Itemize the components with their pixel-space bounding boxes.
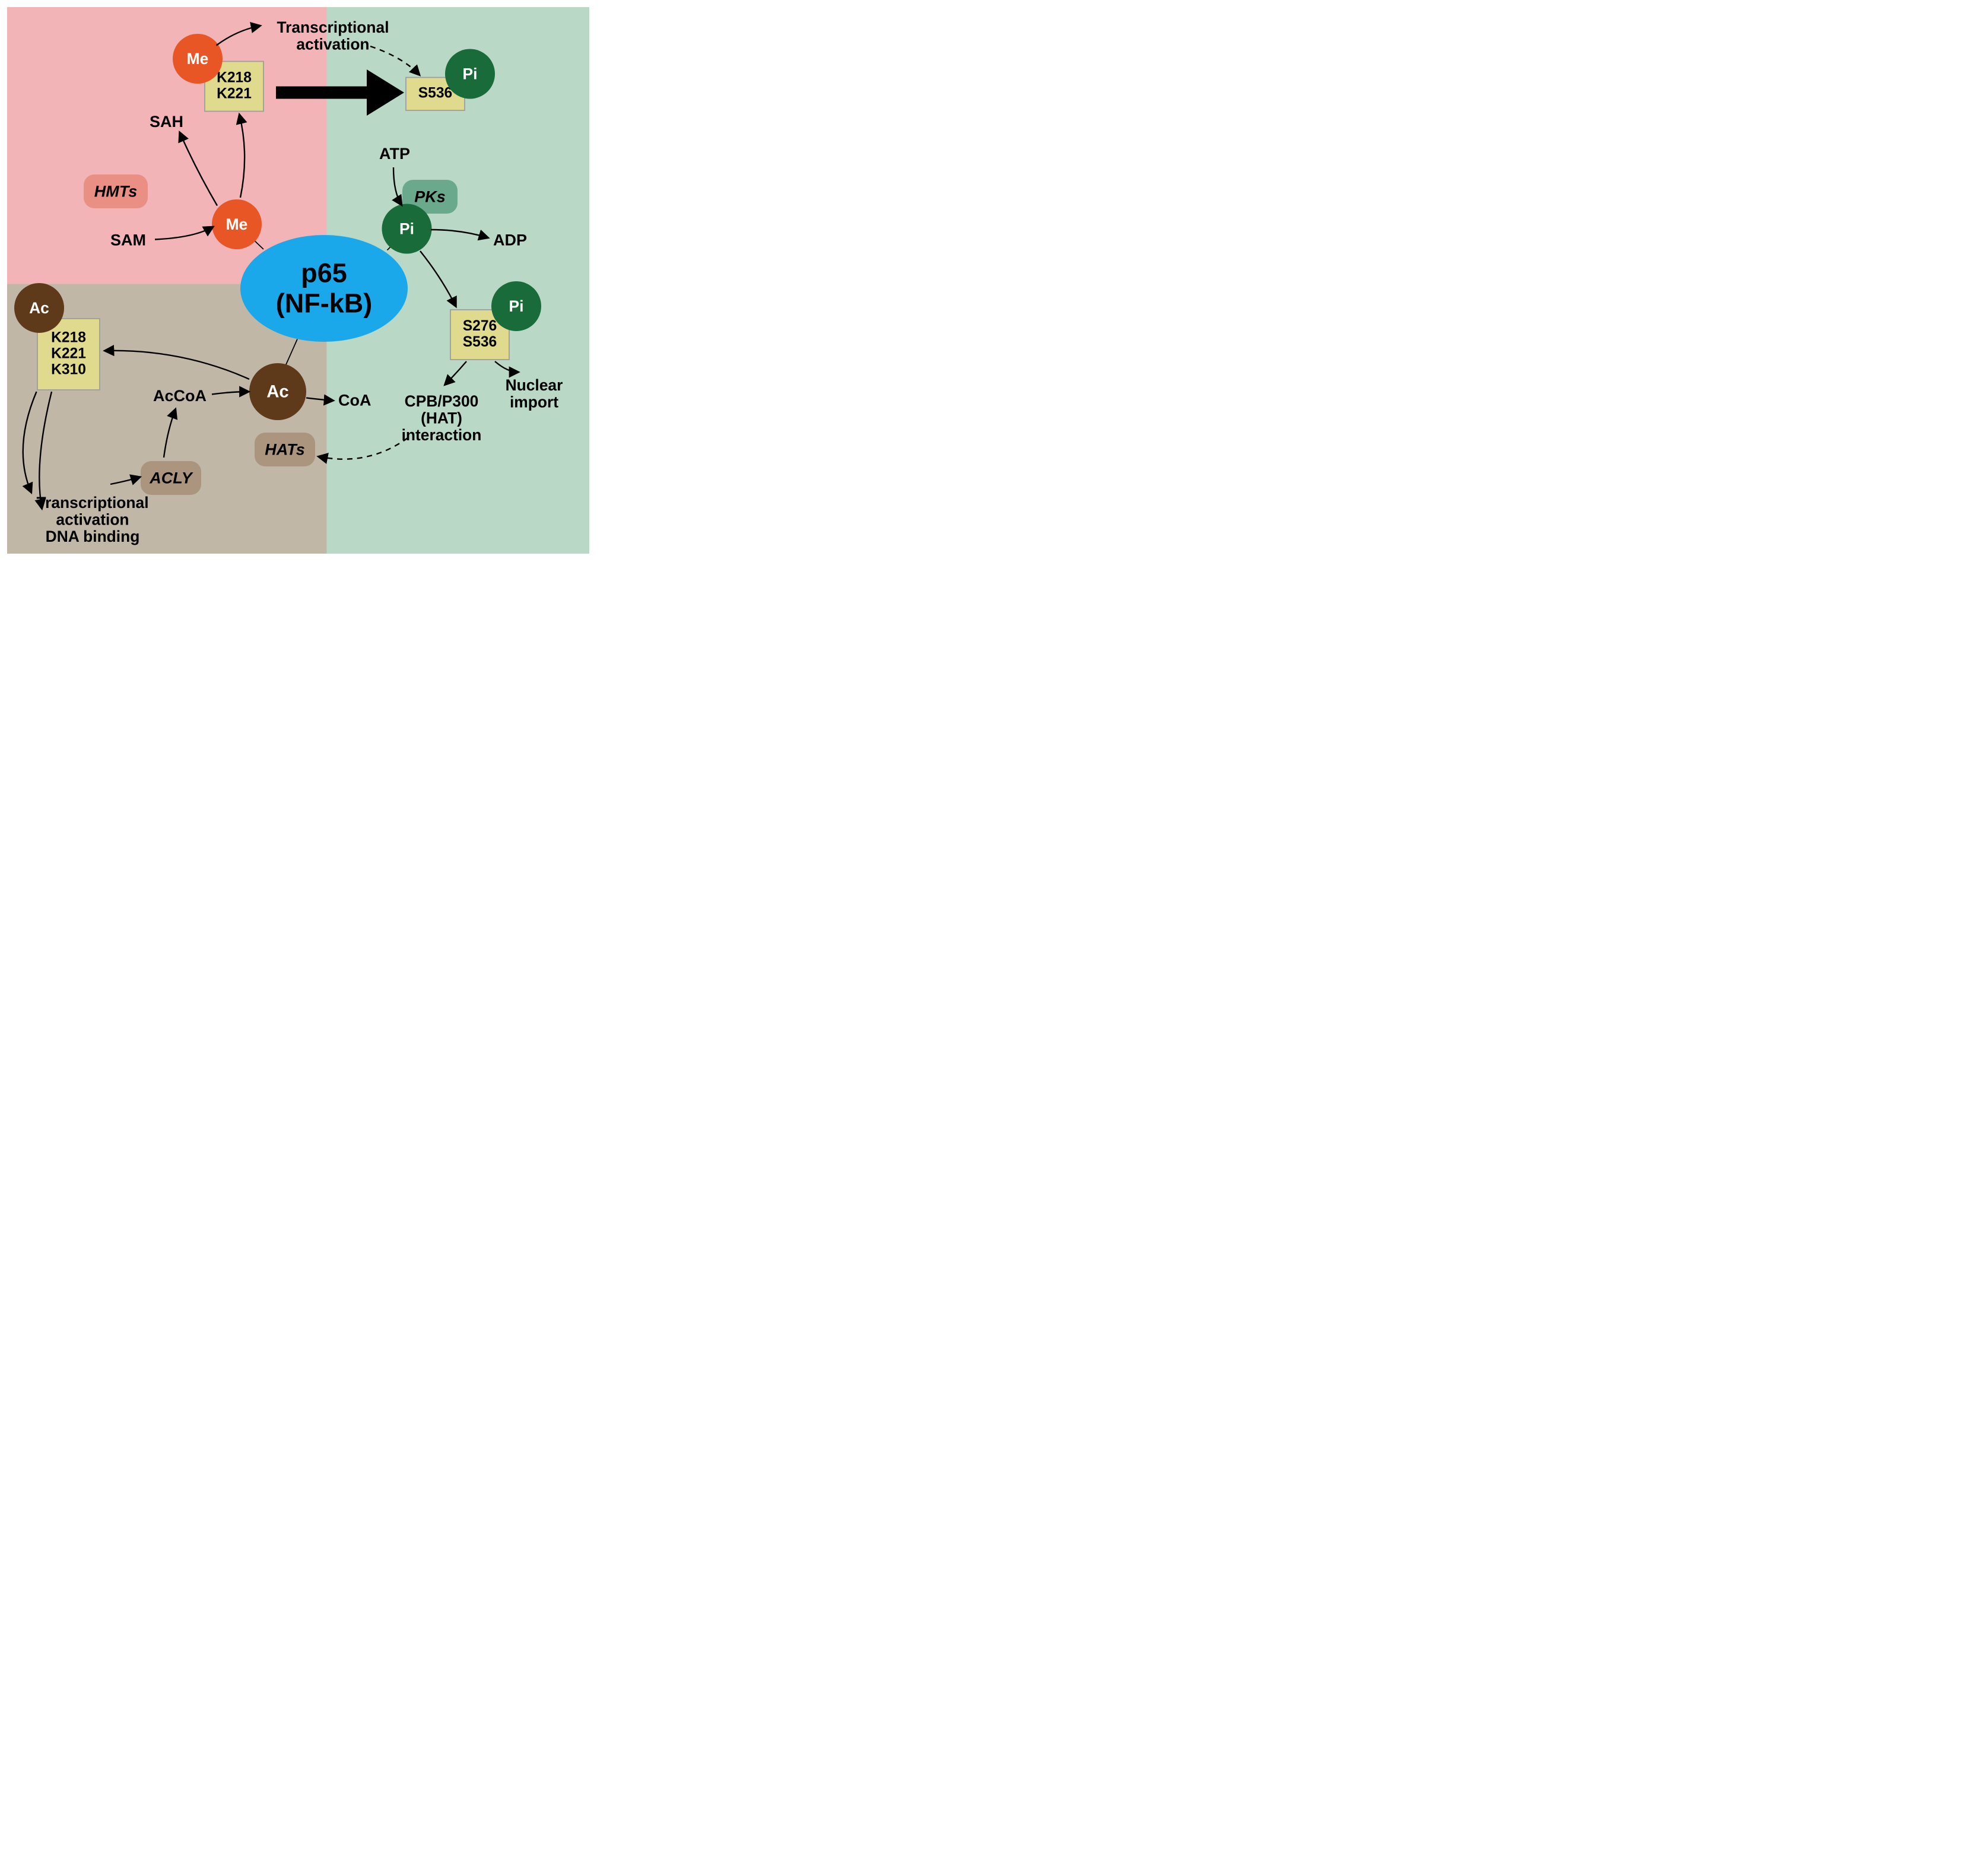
label-adp: ADP [493,231,527,249]
site-label: S276 [463,318,497,334]
p65-label-1: p65 [301,258,347,288]
site-label: K218 [51,329,86,345]
me-circle-site-label: Me [187,50,209,68]
label-atp: ATP [379,145,410,163]
pi-circle-s536-label: Pi [463,65,478,82]
site-label: K310 [51,362,86,378]
label-sam: SAM [110,231,146,249]
badge-label: ACLY [149,469,193,487]
ac-circle-center-label: Ac [266,382,289,402]
site-label: K221 [217,86,252,102]
label-coa: CoA [338,392,371,409]
p65-label-2: (NF-kB) [276,288,372,318]
site-label: K218 [217,69,252,85]
site-label: K221 [51,345,86,361]
badge-label: HMTs [94,182,137,200]
badge-label: HATs [265,440,304,458]
badge-label: PKs [414,188,445,205]
panel-tl [7,7,326,284]
me-circle-center-label: Me [226,215,248,233]
label-sah: SAH [150,113,183,131]
ac-circle-site-label: Ac [29,299,49,317]
pi-circle-center-label: Pi [399,220,414,237]
label-nuclear-import: Nuclearimport [506,376,563,411]
site-label: S536 [463,334,497,350]
site-label: S536 [418,85,452,101]
label-accoa: AcCoA [153,387,207,405]
pi-circle-s276-label: Pi [509,297,524,315]
